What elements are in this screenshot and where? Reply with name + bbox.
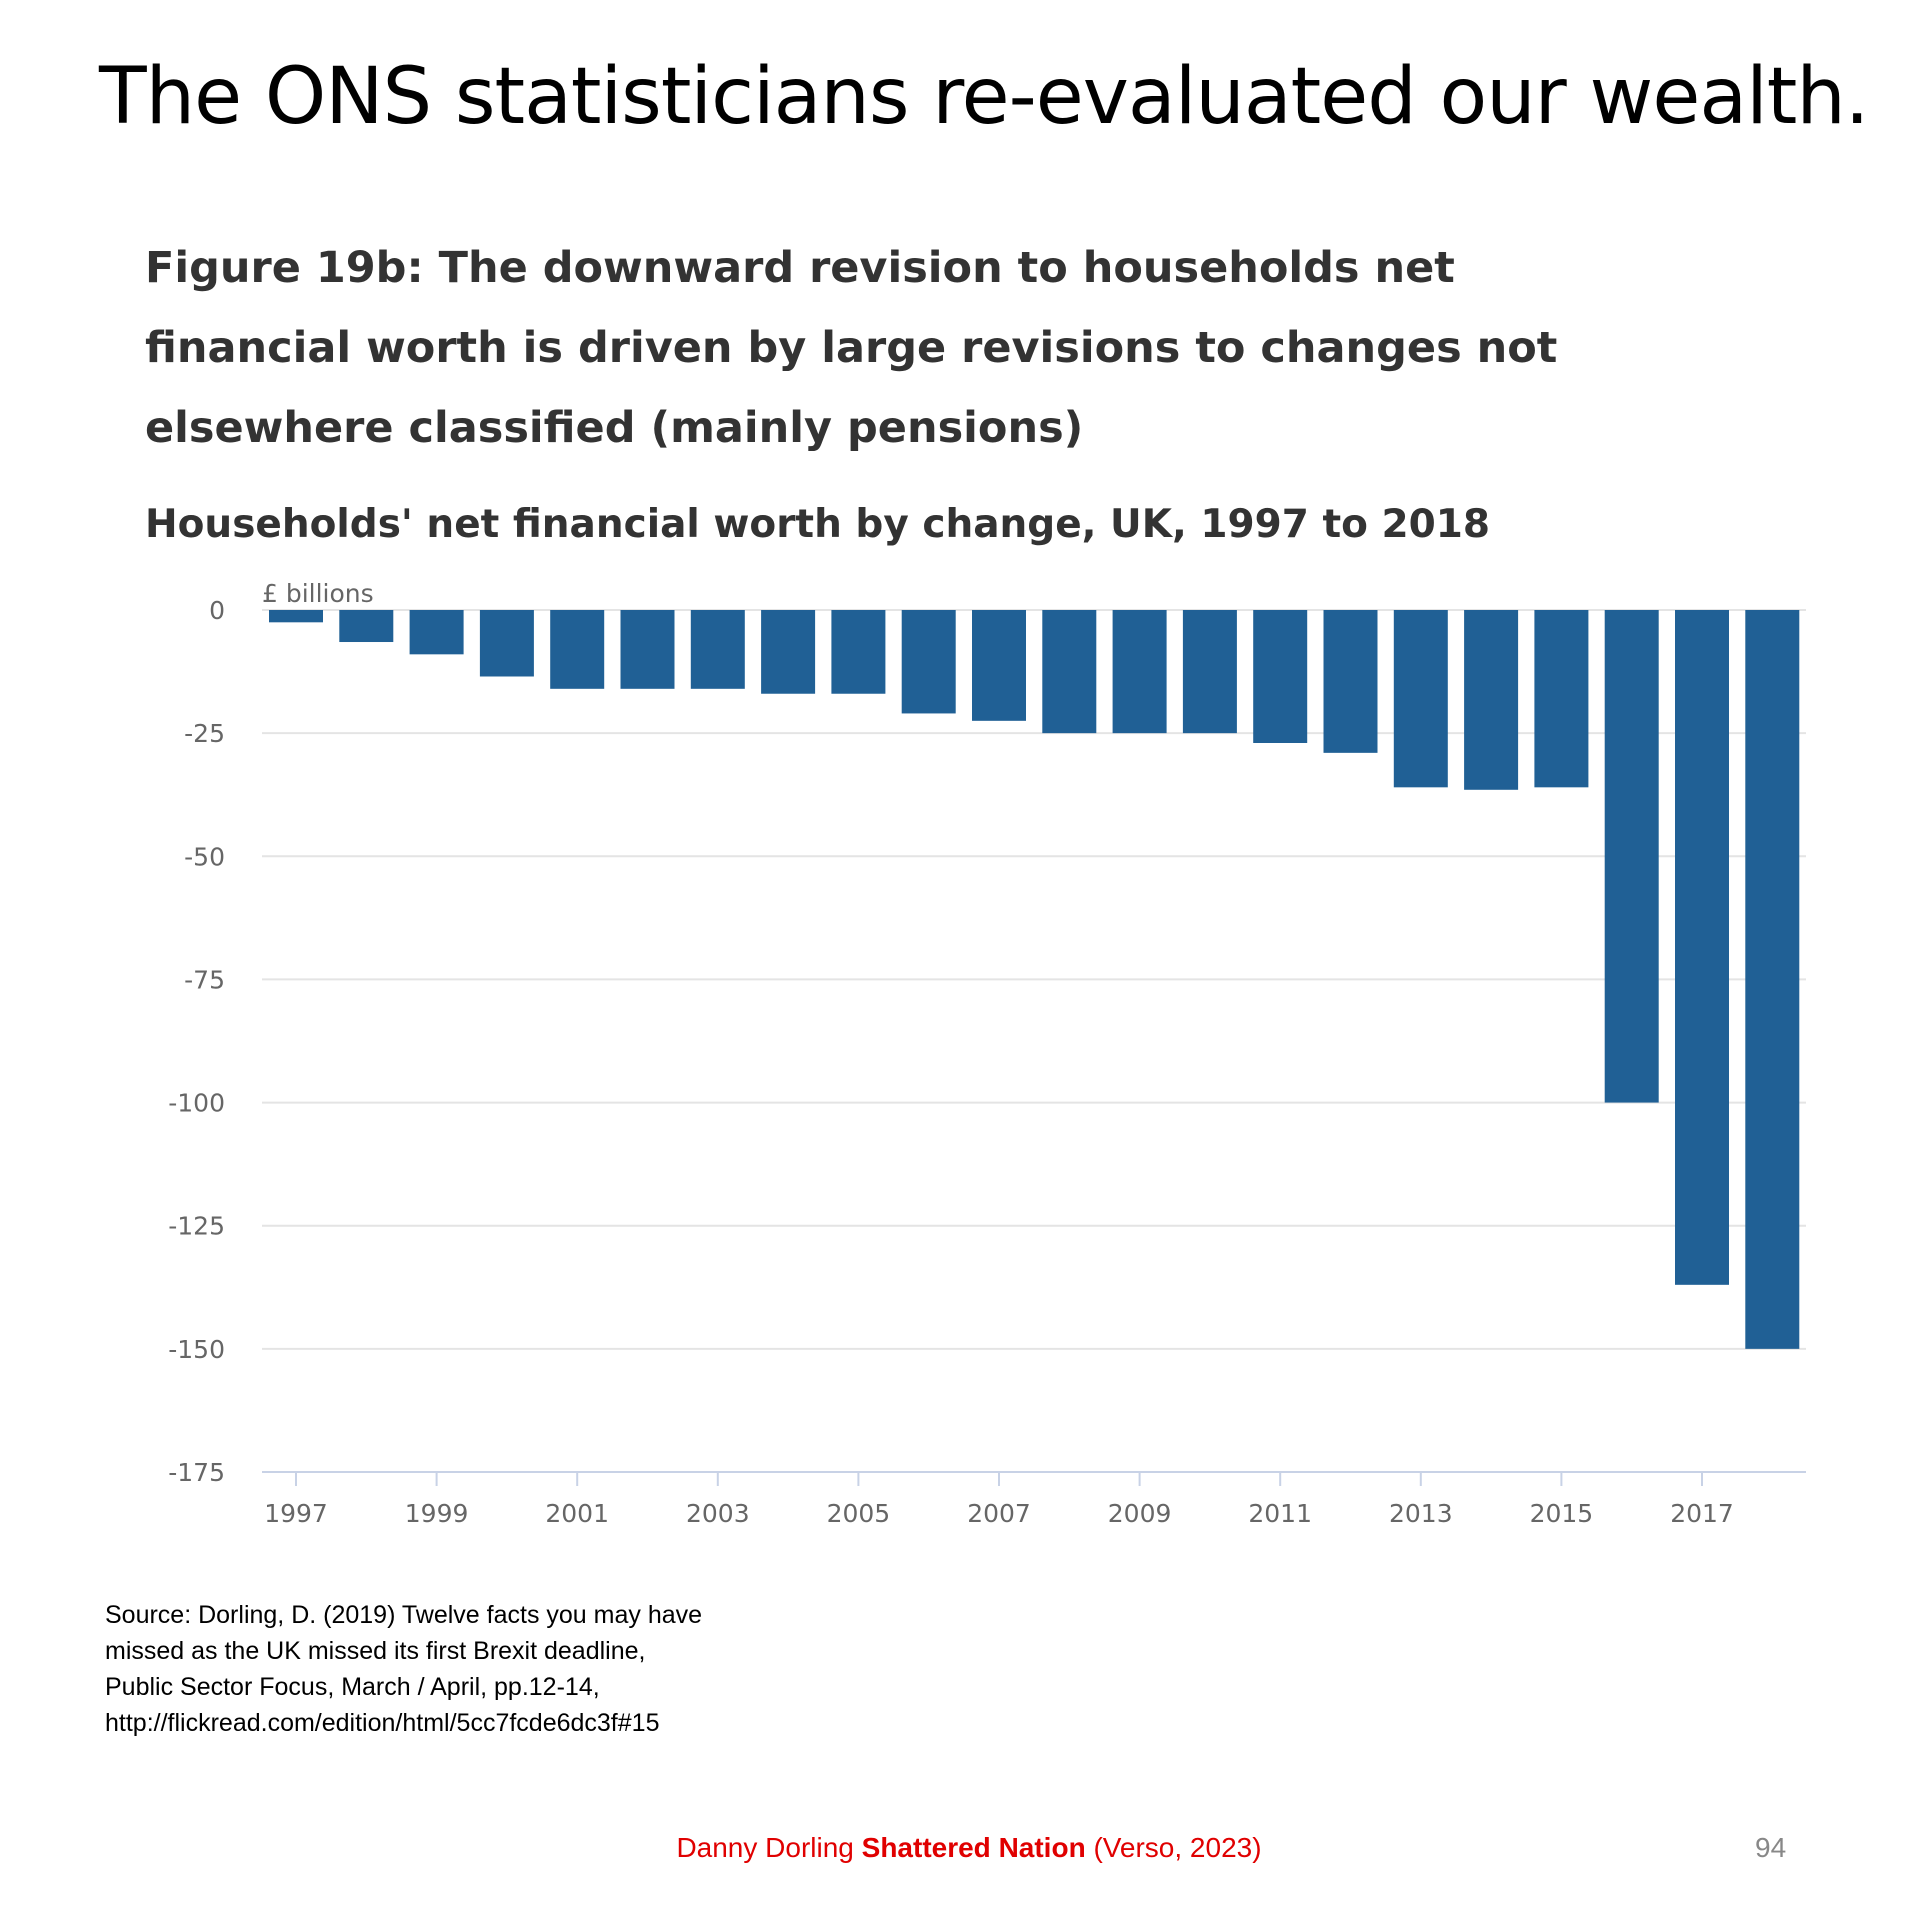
x-tick-label: 2007 <box>967 1499 1031 1528</box>
y-axis-unit-label: £ billions <box>262 579 374 608</box>
bar-2015 <box>1534 610 1589 788</box>
y-tick-label: -150 <box>168 1335 225 1364</box>
source-citation: Source: Dorling, D. (2019) Twelve facts … <box>105 1597 702 1741</box>
slide-title: The ONS statisticians re-evaluated our w… <box>99 52 1870 142</box>
y-tick-label: -50 <box>184 842 225 871</box>
x-tick-label: 2001 <box>545 1499 609 1528</box>
source-line: http://flickread.com/edition/html/5cc7fc… <box>105 1709 660 1737</box>
footer-book: Shattered Nation <box>861 1832 1086 1863</box>
y-tick-label: -175 <box>168 1458 225 1487</box>
footer-credit: Danny Dorling Shattered Nation (Verso, 2… <box>0 1832 1920 1864</box>
bar-2007 <box>972 610 1026 721</box>
x-tick-label: 2005 <box>827 1499 891 1528</box>
bar-2003 <box>690 610 745 689</box>
bar-chart: 0 -25 -50 -75 -100 -125 -150 -175 £ billions 1997… <box>168 579 1806 1528</box>
source-line: Source: Dorling, D. (2019) Twelve facts … <box>105 1601 703 1629</box>
source-line: missed as the UK missed its first Brexit… <box>105 1637 646 1665</box>
y-tick-label: -75 <box>184 965 225 994</box>
x-tick-label: 2003 <box>686 1499 750 1528</box>
page-number: 94 <box>1755 1832 1787 1863</box>
x-tick-label: 2017 <box>1670 1499 1734 1528</box>
y-tick-label: -100 <box>168 1089 225 1118</box>
bar-2010 <box>1182 610 1237 734</box>
bar-2005 <box>831 610 886 694</box>
bar-2001 <box>550 610 605 689</box>
bar-2014 <box>1464 610 1519 790</box>
y-tick-label: -25 <box>184 719 225 748</box>
bar-1997 <box>269 610 323 623</box>
footer-author: Danny Dorling <box>676 1832 854 1863</box>
x-tick-label: 2013 <box>1389 1499 1453 1528</box>
bar-2009 <box>1112 610 1167 734</box>
bar-1998 <box>339 610 394 643</box>
bar-2012 <box>1323 610 1378 753</box>
bar-2018 <box>1745 610 1800 1349</box>
bar-2017 <box>1675 610 1729 1285</box>
y-tick-label: -125 <box>168 1212 225 1241</box>
bar-1999 <box>409 610 464 655</box>
y-tick-label: 0 <box>209 596 225 625</box>
x-tick-label: 2011 <box>1248 1499 1312 1528</box>
x-tick-label: 1997 <box>264 1499 328 1528</box>
bar-2016 <box>1604 610 1659 1103</box>
figure-subtitle: Households' net financial worth by chang… <box>145 502 1491 547</box>
bar-2000 <box>479 610 534 677</box>
footer-publisher: (Verso, 2023) <box>1093 1832 1262 1863</box>
figure-title: Figure 19b: The downward revision to hou… <box>145 243 1558 453</box>
bar-2006 <box>901 610 956 714</box>
bar-2002 <box>620 610 675 689</box>
bar-2004 <box>761 610 816 694</box>
x-tick-label: 1999 <box>405 1499 469 1528</box>
x-tick-label: 2009 <box>1108 1499 1172 1528</box>
source-line: Public Sector Focus, March / April, pp.1… <box>105 1673 600 1701</box>
x-tick-label: 2015 <box>1530 1499 1594 1528</box>
bar-2008 <box>1042 610 1097 734</box>
bar-2013 <box>1393 610 1448 788</box>
bar-2011 <box>1253 610 1308 743</box>
